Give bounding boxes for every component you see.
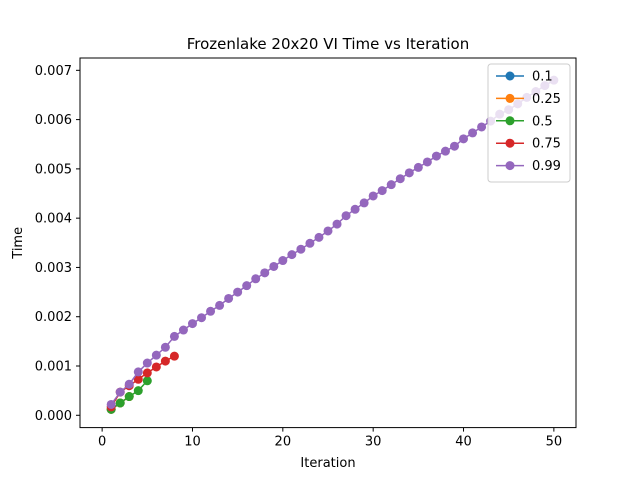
- data-point: [142, 358, 152, 368]
- data-point: [477, 122, 487, 132]
- y-tick-label: 0.002: [35, 310, 72, 325]
- y-tick-label: 0.003: [35, 261, 72, 276]
- data-point: [142, 368, 152, 378]
- y-tick-label: 0.001: [35, 360, 72, 375]
- data-point: [413, 162, 423, 172]
- data-point: [160, 342, 170, 352]
- data-point: [404, 168, 414, 178]
- x-axis: 0 10 20 30 40 50: [98, 427, 563, 450]
- data-point: [169, 351, 179, 361]
- data-point: [386, 180, 396, 190]
- data-point: [296, 244, 306, 254]
- x-tick-label: 0: [98, 435, 106, 450]
- legend-label: 0.25: [532, 92, 561, 107]
- legend-marker: [505, 116, 515, 126]
- legend-label: 0.99: [532, 159, 561, 174]
- legend-item: 0.5: [496, 114, 553, 129]
- legend-marker: [505, 138, 515, 148]
- legend-marker: [505, 71, 515, 81]
- data-point: [124, 392, 134, 402]
- legend: 0.1 0.25 0.5 0.75 0.99: [487, 63, 571, 183]
- data-point: [377, 186, 387, 196]
- data-point: [133, 374, 143, 384]
- chart-title: Frozenlake 20x20 VI Time vs Iteration: [187, 35, 470, 53]
- data-point: [323, 226, 333, 236]
- data-point: [215, 300, 225, 310]
- data-point: [197, 313, 207, 323]
- legend-marker: [505, 161, 515, 171]
- data-point: [242, 281, 252, 291]
- x-tick-label: 50: [546, 435, 563, 450]
- data-point: [332, 219, 342, 229]
- data-point: [341, 211, 351, 221]
- legend-marker: [505, 93, 515, 103]
- y-axis: 0.000 0.001 0.002 0.003 0.004 0.005 0.006 0.007: [35, 64, 80, 424]
- data-point: [359, 198, 369, 208]
- data-point: [287, 250, 297, 260]
- y-tick-label: 0.004: [35, 212, 72, 227]
- data-point: [431, 151, 441, 161]
- data-point: [468, 128, 478, 138]
- legend-item: 0.75: [496, 137, 561, 152]
- data-point: [368, 191, 378, 201]
- data-point: [187, 319, 197, 329]
- y-axis-label: Time: [11, 227, 26, 260]
- data-point: [233, 287, 243, 297]
- data-point: [422, 157, 432, 167]
- data-point: [278, 256, 288, 266]
- legend-box: [487, 63, 571, 183]
- data-point: [142, 376, 152, 386]
- data-point: [449, 141, 459, 151]
- y-tick-label: 0.000: [35, 409, 72, 424]
- data-point: [395, 174, 405, 184]
- legend-item: 0.1: [496, 70, 553, 85]
- x-tick-label: 40: [455, 435, 472, 450]
- data-point: [178, 325, 188, 335]
- y-tick-label: 0.005: [35, 162, 72, 177]
- data-point: [260, 268, 270, 278]
- legend-label: 0.1: [532, 70, 553, 85]
- x-axis-label: Iteration: [300, 456, 355, 471]
- data-point: [169, 331, 179, 341]
- data-point: [106, 399, 116, 409]
- data-point: [459, 134, 469, 144]
- y-tick-label: 0.006: [35, 113, 72, 128]
- data-point: [251, 274, 261, 284]
- data-point: [115, 398, 125, 408]
- data-point: [305, 238, 315, 248]
- data-point: [151, 350, 161, 360]
- data-point: [269, 261, 279, 271]
- legend-label: 0.75: [532, 137, 561, 152]
- data-point: [115, 387, 125, 397]
- data-point: [350, 204, 360, 214]
- data-point: [224, 293, 234, 303]
- x-tick-label: 10: [184, 435, 201, 450]
- x-tick-label: 20: [275, 435, 292, 450]
- x-tick-label: 30: [365, 435, 382, 450]
- legend-item: 0.25: [496, 92, 561, 107]
- data-point: [133, 367, 143, 377]
- data-point: [133, 386, 143, 396]
- data-point: [124, 379, 134, 389]
- data-point: [206, 306, 216, 316]
- data-point: [160, 356, 170, 366]
- data-point: [440, 146, 450, 156]
- data-point: [314, 232, 324, 242]
- axes-frame: [79, 57, 577, 429]
- y-tick-label: 0.007: [35, 64, 72, 79]
- data-point: [151, 362, 161, 372]
- legend-label: 0.5: [532, 114, 553, 129]
- legend-item: 0.99: [496, 159, 561, 174]
